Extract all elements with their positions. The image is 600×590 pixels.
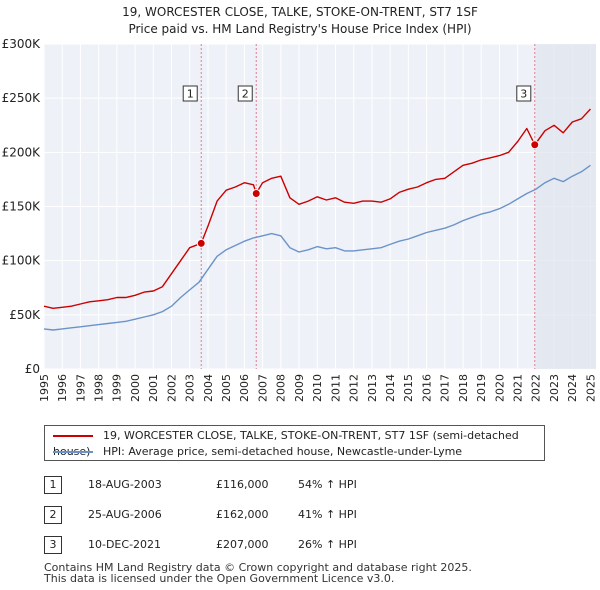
x-tick-label: 2016: [420, 374, 433, 402]
x-tick-label: 2024: [566, 374, 579, 402]
y-tick-label: £150K: [2, 200, 42, 214]
x-tick-label: 2018: [457, 374, 470, 402]
sale-row: 3 10-DEC-2021 £207,000 26% ↑ HPI: [44, 536, 544, 556]
x-tick-label: 2005: [220, 374, 233, 402]
sale-price: £162,000: [216, 508, 269, 521]
sale-row: 2 25-AUG-2006 £162,000 41% ↑ HPI: [44, 506, 544, 526]
y-tick-label: £200K: [2, 145, 42, 159]
x-tick-label: 1995: [38, 374, 51, 402]
sale-label-number: 1: [187, 88, 194, 101]
sale-date: 10-DEC-2021: [88, 538, 162, 551]
legend-item-hpi: HPI: Average price, semi-detached house,…: [53, 444, 462, 460]
x-tick-label: 2017: [439, 374, 452, 402]
x-tick-label: 1999: [111, 374, 124, 402]
x-tick-label: 2022: [530, 374, 543, 402]
sale-hpi-diff: 41% ↑ HPI: [298, 508, 357, 521]
sale-date: 18-AUG-2003: [88, 478, 162, 491]
footer-copyright: Contains HM Land Registry data © Crown c…: [44, 561, 472, 574]
sale-point: [530, 140, 540, 150]
legend: 19, WORCESTER CLOSE, TALKE, STOKE-ON-TRE…: [44, 425, 545, 461]
chart-title: 19, WORCESTER CLOSE, TALKE, STOKE-ON-TRE…: [122, 5, 478, 19]
x-tick-label: 2003: [184, 374, 197, 402]
y-tick-label: £300K: [2, 37, 42, 51]
legend-label-hpi: HPI: Average price, semi-detached house,…: [103, 445, 463, 458]
x-tick-label: 2015: [402, 374, 415, 402]
sale-label-number: 3: [520, 88, 527, 101]
sale-highlights: [200, 44, 596, 369]
chart-subtitle: Price paid vs. HM Land Registry's House …: [128, 22, 472, 36]
sale-number-badge: 2: [44, 506, 62, 524]
sale-date: 25-AUG-2006: [88, 508, 162, 521]
x-tick-label: 1996: [56, 374, 69, 402]
x-tick-label: 2012: [348, 374, 361, 402]
sale-label-box: [237, 85, 253, 102]
x-tick-label: 2023: [548, 374, 561, 402]
sale-label-number: 2: [242, 88, 249, 101]
footer: Contains HM Land Registry data © Crown c…: [44, 562, 472, 584]
sale-price: £207,000: [216, 538, 269, 551]
sale-hpi-diff: 54% ↑ HPI: [298, 478, 357, 491]
chart-title-block: 19, WORCESTER CLOSE, TALKE, STOKE-ON-TRE…: [0, 4, 600, 38]
x-tick-label: 1997: [74, 374, 87, 402]
y-tick-label: £250K: [2, 91, 42, 105]
legend-swatch-hpi: [53, 451, 93, 453]
price-chart: 1 2 3 £0 £50K £100K £150K £200K £250K £300K 1995 1…: [2, 37, 598, 402]
post-sale-band: [534, 44, 596, 369]
footer-licence: This data is licensed under the Open Gov…: [44, 572, 395, 585]
sale-number-badge: 3: [44, 536, 62, 554]
legend-label-property: 19, WORCESTER CLOSE, TALKE, STOKE-ON-TRE…: [53, 429, 519, 458]
y-tick-label: £0: [25, 362, 40, 376]
x-tick-label: 2002: [165, 374, 178, 402]
legend-swatch-property: [53, 435, 93, 437]
hpi-series-line: [43, 164, 591, 331]
sale-point: [251, 189, 261, 198]
legend-item-property: 19, WORCESTER CLOSE, TALKE, STOKE-ON-TRE…: [53, 428, 544, 458]
property-series-line: [43, 108, 592, 309]
sale-label-box: [516, 85, 532, 102]
x-tick-label: 2010: [311, 374, 324, 402]
x-tick-label: 2009: [293, 374, 306, 402]
x-tick-label: 2001: [147, 374, 160, 402]
x-tick-label: 2014: [384, 374, 397, 402]
x-tick-label: 2006: [238, 374, 251, 402]
x-tick-label: 2008: [275, 374, 288, 402]
x-tick-label: 2013: [366, 374, 379, 402]
x-tick-label: 2021: [512, 374, 525, 402]
x-tick-label: 2007: [256, 374, 269, 402]
x-tick-label: 1998: [93, 374, 106, 402]
sale-point: [196, 238, 206, 248]
sale-label-box: [182, 85, 198, 102]
y-tick-label: £50K: [9, 308, 41, 322]
x-tick-label: 2004: [202, 374, 215, 402]
x-tick-label: 2019: [475, 374, 488, 402]
sale-price: £116,000: [216, 478, 269, 491]
sale-row: 1 18-AUG-2003 £116,000 54% ↑ HPI: [44, 476, 544, 496]
x-tick-label: 2000: [129, 374, 142, 402]
sale-markers: 1 2 3: [182, 85, 540, 248]
x-tick-label: 2011: [329, 374, 342, 402]
sale-number-badge: 1: [44, 476, 62, 494]
series-lines: [43, 108, 592, 331]
x-tick-label: 2025: [584, 374, 597, 402]
sale-hpi-diff: 26% ↑ HPI: [298, 538, 357, 551]
y-tick-label: £100K: [2, 254, 42, 268]
x-tick-label: 2020: [493, 374, 506, 402]
